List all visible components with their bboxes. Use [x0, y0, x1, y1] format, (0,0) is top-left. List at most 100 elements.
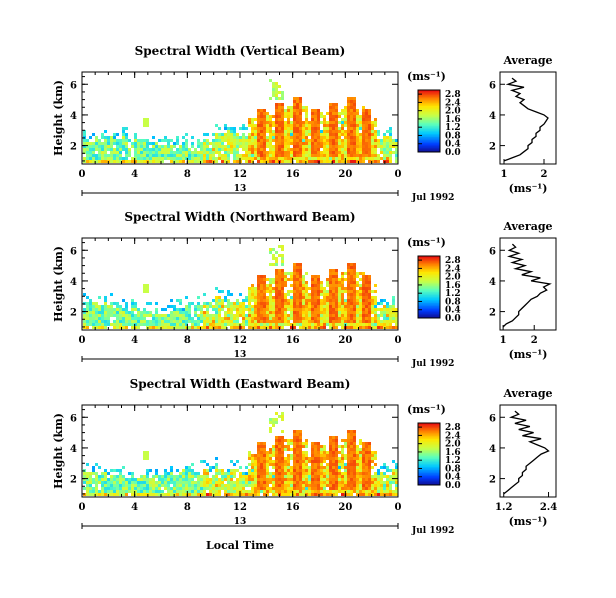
- colorbar-frame: [417, 89, 441, 153]
- y-axis-label: Height (km): [52, 80, 65, 156]
- colorbar-segment: [418, 259, 440, 262]
- colorbar-tick-label: 1.6: [445, 448, 461, 458]
- colorbar-segment: [418, 136, 440, 139]
- colorbar-segment: [418, 430, 440, 433]
- colorbar-segment: [418, 133, 440, 136]
- colorbar-tick-label: 1.6: [445, 115, 461, 125]
- colorbar-segment: [418, 314, 440, 317]
- colorbar-segment: [418, 97, 440, 100]
- colorbar-segment: [418, 260, 440, 263]
- profile-y-tick-label: 4: [489, 111, 496, 122]
- x-tick-label: 12: [233, 169, 247, 180]
- colorbar-segment: [418, 290, 440, 293]
- colorbar-segment: [418, 271, 440, 274]
- colorbar-segment: [418, 466, 440, 469]
- colorbar-segment: [418, 90, 440, 93]
- panel-title: Spectral Width (Vertical Beam): [135, 44, 346, 58]
- colorbar-segment: [418, 269, 440, 272]
- colorbar-segment: [418, 138, 440, 141]
- y-tick-label: 4: [70, 111, 77, 122]
- colorbar-segment: [418, 308, 440, 311]
- colorbar-tick-label: 2.8: [445, 90, 461, 100]
- profile-x-label: (ms⁻¹): [509, 515, 548, 528]
- colorbar-unit: (ms⁻¹): [407, 70, 446, 83]
- colorbar-segment: [418, 139, 440, 142]
- x-tick-label: 20: [338, 502, 352, 513]
- colorbar-unit: (ms⁻¹): [407, 403, 446, 416]
- colorbar-tick-label: 0.0: [445, 481, 461, 491]
- colorbar-tick-label: 1.2: [445, 456, 461, 466]
- y-tick-label: 6: [70, 413, 77, 424]
- colorbar-tick-label: 2.0: [445, 273, 461, 283]
- colorbar-segment: [418, 262, 440, 265]
- colorbar-segment: [418, 454, 440, 457]
- colorbar-tick-label: 2.0: [445, 107, 461, 117]
- colorbar-segment: [418, 440, 440, 443]
- colorbar-segment: [418, 103, 440, 106]
- colorbar-segment: [418, 481, 440, 484]
- panel-1: Spectral Width (Vertical Beam)0 4 8 12 16 20 0…: [52, 44, 557, 203]
- colorbar-segment: [418, 114, 440, 117]
- colorbar-tick-label: 2.4: [445, 98, 461, 108]
- y-tick-label: 2: [70, 308, 77, 319]
- colorbar-segment: [418, 446, 440, 449]
- colorbar-segment: [418, 256, 440, 259]
- colorbar-segment: [418, 91, 440, 94]
- profile-frame: [499, 71, 557, 165]
- colorbar-segment: [418, 457, 440, 460]
- profile-x-tick-label: 2: [541, 169, 548, 180]
- colorbar-segment: [418, 285, 440, 288]
- colorbar-segment: [418, 460, 440, 463]
- colorbar-segment: [418, 150, 440, 153]
- colorbar-segment: [418, 464, 440, 467]
- x-tick-label: 4: [131, 335, 138, 346]
- colorbar-tick-label: 2.8: [445, 256, 461, 266]
- colorbar-tick-label: 1.2: [445, 123, 461, 133]
- panel-3: Spectral Width (Eastward Beam)0 4 8 12 16 20 0…: [52, 377, 557, 552]
- colorbar-segment: [418, 293, 440, 296]
- colorbar-segment: [418, 124, 440, 127]
- colorbar-segment: [418, 449, 440, 452]
- colorbar-tick-label: 0.0: [445, 314, 461, 324]
- colorbar-tick-label: 0.8: [445, 131, 461, 141]
- colorbar-segment: [418, 273, 440, 276]
- colorbar-segment: [418, 452, 440, 455]
- colorbar-segment: [418, 483, 440, 486]
- colorbar-segment: [418, 280, 440, 283]
- colorbar-segment: [418, 436, 440, 439]
- colorbar-segment: [418, 130, 440, 133]
- colorbar-tick-label: 0.0: [445, 148, 461, 158]
- colorbar-segment: [418, 122, 440, 125]
- colorbar-segment: [418, 265, 440, 268]
- colorbar-segment: [418, 288, 440, 291]
- colorbar-segment: [418, 116, 440, 119]
- colorbar-segment: [418, 107, 440, 110]
- colorbar-segment: [418, 102, 440, 105]
- colorbar-segment: [418, 311, 440, 314]
- profile-title: Average: [502, 54, 552, 67]
- y-tick-label: 2: [70, 475, 77, 486]
- colorbar-tick-label: 0.8: [445, 464, 461, 474]
- colorbar-segment: [418, 463, 440, 466]
- colorbar-segment: [418, 480, 440, 483]
- colorbar-segment: [418, 432, 440, 435]
- colorbar-tick-label: 0.4: [445, 473, 461, 483]
- y-tick-label: 6: [70, 246, 77, 257]
- colorbar-segment: [418, 93, 440, 96]
- colorbar-segment: [418, 300, 440, 303]
- y-axis-label: Height (km): [52, 413, 65, 489]
- profile-y-tick-label: 2: [489, 475, 496, 486]
- colorbar-segment: [418, 478, 440, 481]
- x-tick-label: 12: [233, 335, 247, 346]
- y-tick-label: 4: [70, 444, 77, 455]
- average-profile: Average 2 4 6 1.2 2.4 (ms⁻¹): [489, 387, 557, 528]
- profile-x-tick-label: 1: [501, 169, 508, 180]
- colorbar-segment: [418, 423, 440, 426]
- colorbar-segment: [418, 458, 440, 461]
- colorbar-segment: [418, 313, 440, 316]
- profile-y-tick-label: 2: [489, 308, 496, 319]
- average-profile: Average 2 4 6 1 2 (ms⁻¹): [489, 220, 557, 361]
- y-tick-label: 4: [70, 277, 77, 288]
- colorbar-segment: [418, 266, 440, 269]
